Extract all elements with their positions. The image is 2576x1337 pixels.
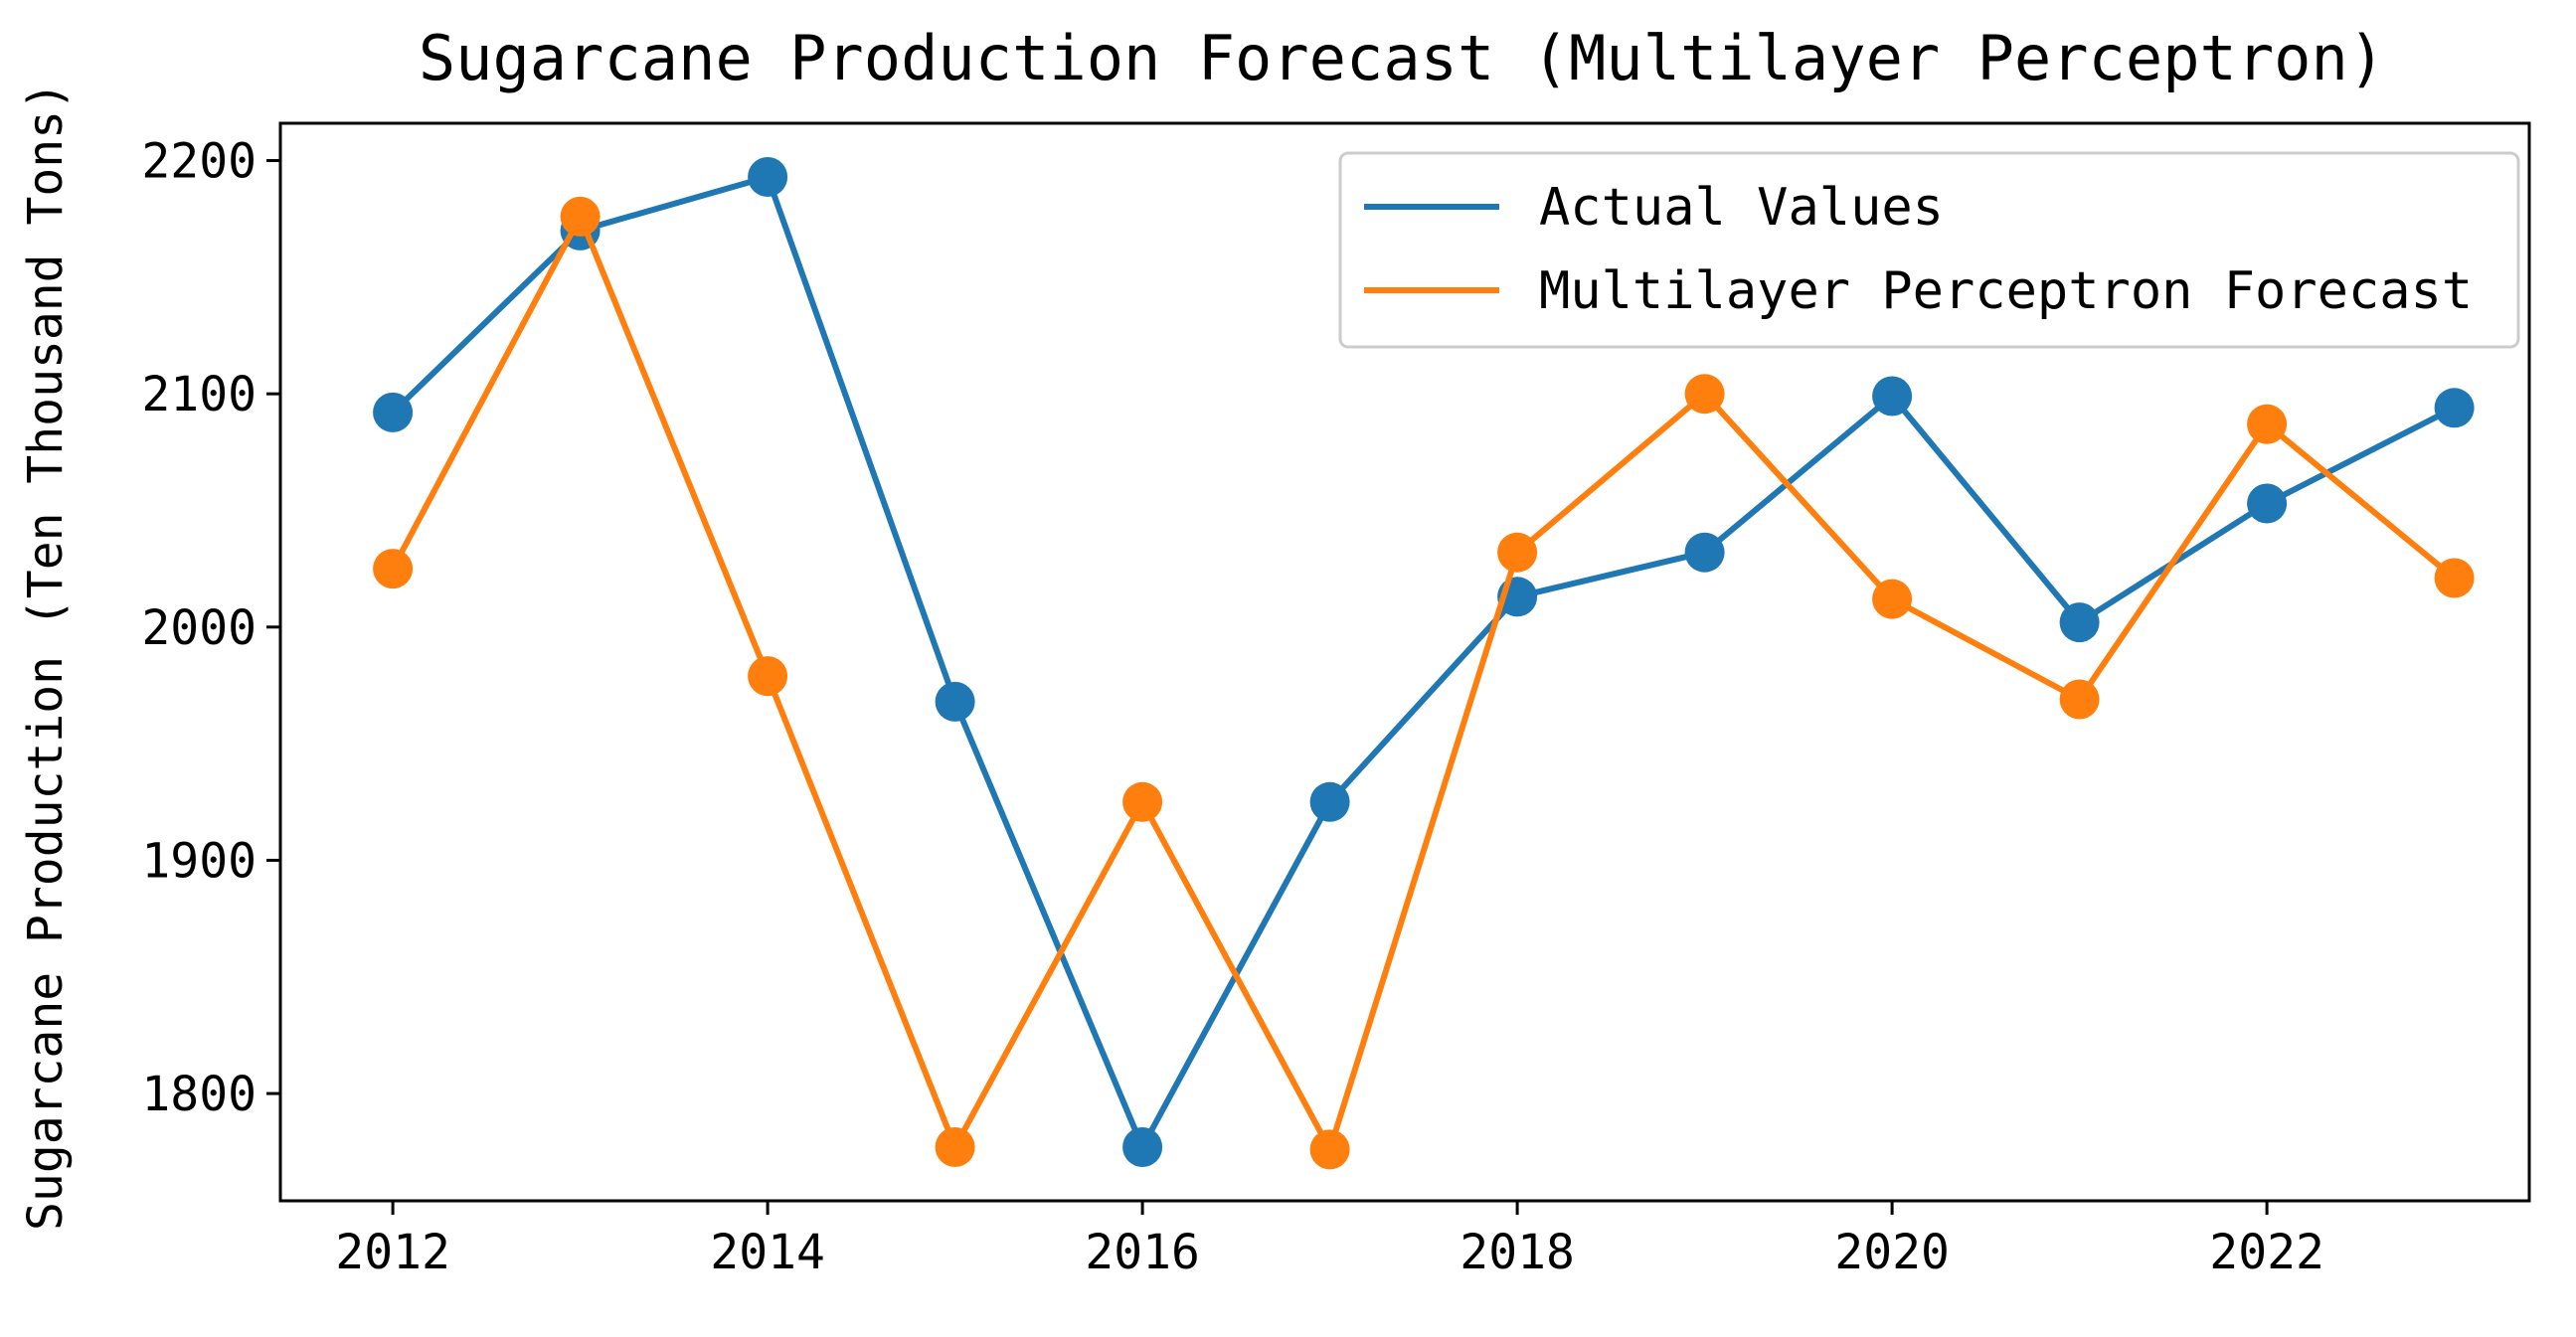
legend: Actual Values Multilayer Perceptron Fore… — [1338, 151, 2520, 349]
legend-label-forecast: Multilayer Perceptron Forecast — [1539, 261, 2473, 321]
data-point — [373, 392, 414, 432]
data-point — [2059, 679, 2100, 720]
data-point — [2434, 388, 2475, 428]
x-tick-label: 2018 — [1460, 1225, 1575, 1280]
data-point — [1122, 781, 1163, 822]
data-point — [935, 1127, 975, 1167]
data-point — [1309, 781, 1350, 822]
legend-frame — [1338, 151, 2520, 349]
x-tick-label: 2022 — [2209, 1225, 2324, 1280]
y-tick-label: 1900 — [141, 833, 257, 889]
axis-ticks: 2012 2014 2016 2018 2020 2022 1800 1900 2000 2100… — [141, 134, 2323, 1280]
data-point — [1872, 579, 1913, 619]
data-point — [1684, 374, 1725, 415]
data-point — [1872, 376, 1913, 417]
y-axis-label: Sugarcane Production (Ten Thousand Tons) — [18, 82, 74, 1231]
plot-area — [278, 121, 2531, 1203]
data-point — [2247, 483, 2288, 524]
data-point — [1684, 532, 1725, 573]
data-point — [1309, 1129, 1350, 1170]
data-point — [748, 157, 788, 197]
x-tick-label: 2014 — [710, 1225, 825, 1280]
data-point — [373, 549, 414, 589]
data-point — [748, 656, 788, 697]
data-point — [1122, 1127, 1163, 1167]
chart-title: Sugarcane Production Forecast (Multilaye… — [419, 22, 2385, 94]
data-point — [2059, 602, 2100, 643]
data-point — [2247, 404, 2288, 444]
series-layer — [373, 157, 2475, 1170]
x-tick-label: 2012 — [335, 1225, 450, 1280]
y-tick-label: 1800 — [141, 1067, 257, 1122]
y-tick-label: 2200 — [141, 134, 257, 190]
y-tick-label: 2000 — [141, 600, 257, 656]
x-tick-label: 2020 — [1834, 1225, 1950, 1280]
y-tick-label: 2100 — [141, 367, 257, 422]
series-1 — [373, 196, 2475, 1170]
data-point — [2434, 558, 2475, 598]
x-tick-label: 2016 — [1085, 1225, 1200, 1280]
data-point — [560, 196, 601, 237]
legend-label-actual: Actual Values — [1539, 178, 1944, 238]
data-point — [1497, 532, 1538, 573]
series-line — [390, 213, 2457, 1153]
data-point — [935, 681, 975, 722]
series-line — [391, 174, 2456, 1150]
